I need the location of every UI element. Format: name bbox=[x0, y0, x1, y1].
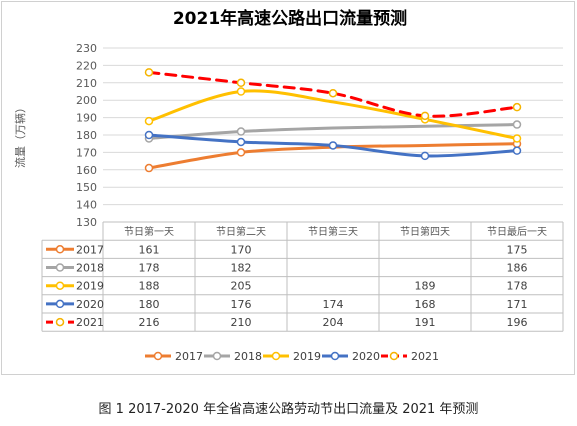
table-cell: 196 bbox=[507, 316, 528, 329]
table-key-marker bbox=[55, 281, 65, 290]
table-cell: 175 bbox=[507, 243, 528, 256]
marker-2021 bbox=[420, 111, 430, 121]
series-lines bbox=[144, 68, 522, 173]
figure-caption: 图 1 2017-2020 年全省高速公路劳动节出口流量及 2021 年预测 bbox=[98, 402, 479, 417]
table-key-marker bbox=[55, 317, 65, 327]
marker-2020 bbox=[512, 146, 522, 155]
marker-2021 bbox=[328, 88, 338, 98]
y-tick-label: 170 bbox=[76, 146, 97, 159]
table-cell: 216 bbox=[139, 316, 160, 329]
table-series-name: 2021 bbox=[76, 316, 104, 329]
marker-2019 bbox=[512, 134, 522, 143]
y-tick-labels: 130 140 150 160 170 180 190 200 210 220 230 bbox=[76, 42, 97, 229]
legend-marker bbox=[212, 351, 222, 361]
category-label: 节日第二天 bbox=[216, 225, 266, 238]
y-tick-label: 220 bbox=[76, 59, 97, 72]
table-cell: 186 bbox=[507, 262, 528, 275]
marker-2021 bbox=[512, 102, 522, 112]
y-tick-label: 130 bbox=[76, 216, 97, 229]
marker-2019 bbox=[144, 116, 154, 126]
marker-2020 bbox=[420, 151, 430, 161]
legend-marker bbox=[271, 351, 281, 361]
legend-marker bbox=[330, 351, 340, 361]
table-cell: 161 bbox=[139, 243, 160, 256]
marker-2018 bbox=[236, 127, 246, 136]
table-cell: 174 bbox=[323, 298, 344, 311]
y-tick-label: 190 bbox=[76, 112, 97, 125]
legend-label-2018: 2018 bbox=[234, 350, 262, 363]
y-tick-label: 150 bbox=[76, 181, 97, 194]
line-chart: 2021年高速公路出口流量预测 流量（万辆） 130 140 150 160 170 18… bbox=[13, 8, 564, 363]
table-key-marker bbox=[55, 263, 65, 272]
table-series-name: 2020 bbox=[76, 298, 104, 311]
category-label: 节日第一天 bbox=[124, 225, 174, 238]
y-tick-label: 210 bbox=[76, 77, 97, 90]
legend: 2017 2018 2019 2020 2021 bbox=[145, 350, 439, 363]
table-cell: 168 bbox=[415, 298, 436, 311]
data-table: 节日第一天 节日第二天 节日第三天 节日第四天 节日最后一天 2017 161 170 175 2… bbox=[41, 221, 564, 332]
legend-marker bbox=[389, 351, 399, 361]
y-tick-label: 200 bbox=[76, 94, 97, 107]
legend-label-2017: 2017 bbox=[175, 350, 203, 363]
legend-label-2021: 2021 bbox=[411, 350, 439, 363]
y-tick-label: 140 bbox=[76, 199, 97, 212]
table-key-marker bbox=[55, 245, 65, 254]
category-label: 节日第三天 bbox=[308, 225, 358, 238]
table-cell: 178 bbox=[507, 280, 528, 293]
table-cell: 182 bbox=[231, 262, 252, 275]
marker-2020 bbox=[328, 141, 338, 150]
marker-2020 bbox=[144, 130, 154, 140]
marker-2018 bbox=[512, 120, 522, 129]
marker-2020 bbox=[236, 137, 246, 147]
table-cell: 176 bbox=[231, 298, 252, 311]
table-cell: 205 bbox=[231, 280, 252, 293]
marker-2021 bbox=[236, 78, 246, 88]
marker-2019 bbox=[236, 87, 246, 96]
table-cell: 171 bbox=[507, 298, 528, 311]
chart-title: 2021年高速公路出口流量预测 bbox=[173, 8, 407, 29]
table-cell: 210 bbox=[231, 316, 252, 329]
marker-2017 bbox=[144, 163, 154, 173]
y-tick-label: 180 bbox=[76, 129, 97, 142]
table-key-marker bbox=[55, 299, 65, 309]
category-label: 节日最后一天 bbox=[487, 226, 547, 238]
legend-label-2019: 2019 bbox=[293, 350, 321, 363]
legend-marker bbox=[153, 351, 163, 361]
table-cell: 189 bbox=[415, 280, 436, 293]
table-series-name: 2018 bbox=[76, 262, 104, 275]
table-cell: 204 bbox=[323, 316, 344, 329]
y-tick-label: 230 bbox=[76, 42, 97, 55]
table-cell: 178 bbox=[139, 262, 160, 275]
table-series-name: 2017 bbox=[76, 243, 104, 256]
table-cell: 188 bbox=[139, 280, 160, 293]
y-tick-label: 160 bbox=[76, 164, 97, 177]
y-axis-label: 流量（万辆） bbox=[13, 102, 27, 168]
table-cell: 191 bbox=[415, 316, 436, 329]
table-series-name: 2019 bbox=[76, 280, 104, 293]
series-line-2019 bbox=[147, 89, 519, 140]
series-line-2021 bbox=[147, 70, 519, 118]
category-label: 节日第四天 bbox=[400, 225, 450, 238]
marker-2021 bbox=[144, 68, 154, 77]
marker-2017 bbox=[236, 148, 246, 157]
table-cell: 180 bbox=[139, 298, 160, 311]
legend-label-2020: 2020 bbox=[352, 350, 380, 363]
table-cell: 170 bbox=[231, 243, 252, 256]
